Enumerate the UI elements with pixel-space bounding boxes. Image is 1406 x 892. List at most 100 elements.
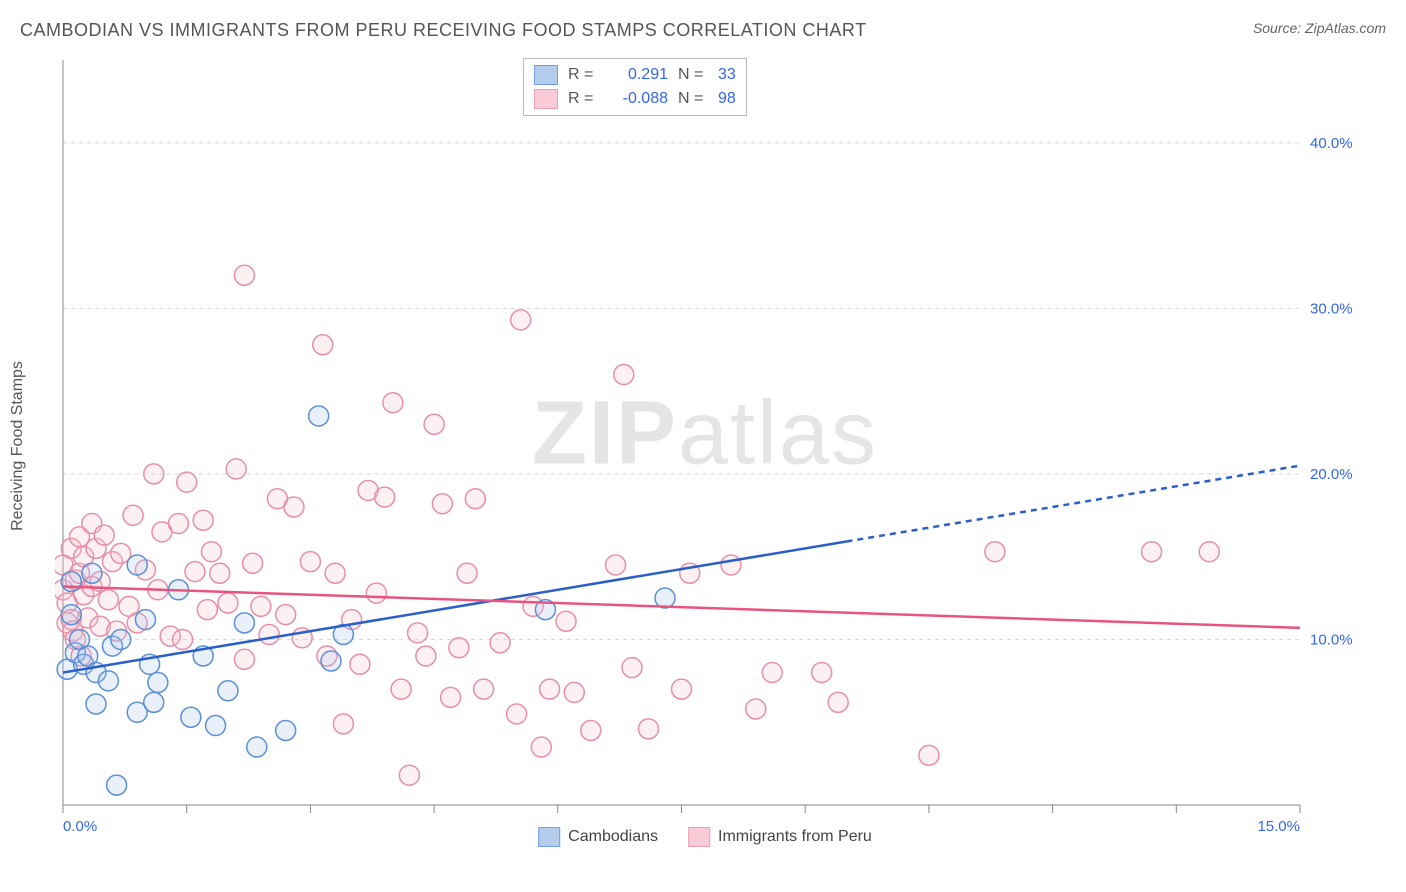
data-point-peru (507, 704, 527, 724)
data-point-peru (490, 633, 510, 653)
data-point-peru (449, 638, 469, 658)
y-tick-label: 20.0% (1310, 466, 1353, 483)
data-point-peru (168, 514, 188, 534)
data-point-cambodians (321, 651, 341, 671)
data-point-peru (94, 525, 114, 545)
data-point-cambodians (247, 737, 267, 757)
corr-N-label: N = (678, 90, 708, 108)
data-point-cambodians (107, 775, 127, 795)
correlation-row-peru: R = -0.088 N = 98 (534, 87, 736, 111)
data-point-peru (383, 393, 403, 413)
data-point-cambodians (148, 672, 168, 692)
data-point-peru (672, 679, 692, 699)
data-point-peru (408, 623, 428, 643)
data-point-peru (333, 714, 353, 734)
data-point-peru (350, 654, 370, 674)
corr-R-value-peru: -0.088 (608, 90, 668, 108)
legend-label-cambodians: Cambodians (568, 828, 658, 846)
data-point-peru (812, 663, 832, 683)
source-citation: Source: ZipAtlas.com (1253, 20, 1386, 36)
corr-N-label: N = (678, 66, 708, 84)
data-point-peru (226, 459, 246, 479)
data-point-peru (201, 542, 221, 562)
data-point-peru (622, 658, 642, 678)
data-point-cambodians (234, 613, 254, 633)
trend-line-ext-cambodians (846, 466, 1300, 542)
swatch-cambodians-icon (534, 65, 558, 85)
y-tick-label: 40.0% (1310, 135, 1353, 152)
data-point-peru (540, 679, 560, 699)
data-point-peru (144, 464, 164, 484)
data-point-cambodians (309, 406, 329, 426)
data-point-cambodians (135, 610, 155, 630)
data-point-cambodians (218, 681, 238, 701)
data-point-peru (441, 687, 461, 707)
data-point-peru (123, 505, 143, 525)
swatch-peru-icon (688, 827, 710, 847)
data-point-peru (173, 629, 193, 649)
data-point-peru (474, 679, 494, 699)
data-point-cambodians (111, 629, 131, 649)
data-point-peru (210, 563, 230, 583)
corr-N-value-peru: 98 (718, 90, 736, 108)
data-point-cambodians (127, 555, 147, 575)
swatch-peru-icon (534, 89, 558, 109)
data-point-peru (746, 699, 766, 719)
data-point-peru (564, 682, 584, 702)
legend-label-peru: Immigrants from Peru (718, 828, 872, 846)
data-point-cambodians (276, 721, 296, 741)
data-point-peru (391, 679, 411, 699)
data-point-peru (721, 555, 741, 575)
y-tick-label: 30.0% (1310, 300, 1353, 317)
chart-title: CAMBODIAN VS IMMIGRANTS FROM PERU RECEIV… (20, 20, 867, 40)
data-point-peru (193, 510, 213, 530)
data-point-cambodians (144, 692, 164, 712)
data-point-peru (399, 765, 419, 785)
data-point-peru (234, 265, 254, 285)
data-point-peru (300, 552, 320, 572)
data-point-peru (375, 487, 395, 507)
x-tick-label: 15.0% (1257, 818, 1300, 835)
y-tick-label: 10.0% (1310, 631, 1353, 648)
data-point-peru (366, 583, 386, 603)
data-point-peru (606, 555, 626, 575)
data-point-peru (276, 605, 296, 625)
data-point-cambodians (181, 707, 201, 727)
x-tick-label: 0.0% (63, 818, 97, 835)
data-point-peru (581, 721, 601, 741)
data-point-peru (259, 624, 279, 644)
data-point-peru (432, 494, 452, 514)
corr-R-label: R = (568, 90, 598, 108)
corr-R-value-cambodians: 0.291 (608, 66, 668, 84)
data-point-cambodians (206, 716, 226, 736)
data-point-cambodians (98, 671, 118, 691)
data-point-peru (1142, 542, 1162, 562)
data-point-peru (185, 562, 205, 582)
data-point-peru (98, 590, 118, 610)
data-point-peru (313, 335, 333, 355)
y-axis-title: Receiving Food Stamps (9, 361, 27, 531)
data-point-peru (325, 563, 345, 583)
data-point-peru (197, 600, 217, 620)
data-point-peru (243, 553, 263, 573)
data-point-cambodians (655, 588, 675, 608)
data-point-peru (416, 646, 436, 666)
data-point-peru (251, 596, 271, 616)
swatch-cambodians-icon (538, 827, 560, 847)
data-point-peru (511, 310, 531, 330)
data-point-peru (457, 563, 477, 583)
correlation-row-cambodians: R = 0.291 N = 33 (534, 63, 736, 87)
data-point-peru (177, 472, 197, 492)
data-point-peru (424, 414, 444, 434)
data-point-peru (284, 497, 304, 517)
data-point-peru (1199, 542, 1219, 562)
chart-area: 10.0%20.0%30.0%40.0%0.0%15.0% ZIPatlas R… (55, 55, 1355, 845)
data-point-peru (828, 692, 848, 712)
data-point-peru (919, 745, 939, 765)
data-point-peru (556, 611, 576, 631)
corr-R-label: R = (568, 66, 598, 84)
legend-item-peru: Immigrants from Peru (688, 827, 872, 847)
data-point-peru (985, 542, 1005, 562)
data-point-cambodians (61, 605, 81, 625)
data-point-peru (639, 719, 659, 739)
